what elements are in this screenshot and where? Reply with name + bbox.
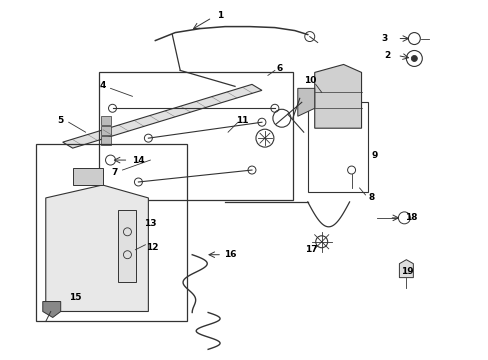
Bar — [99, 72, 292, 200]
Bar — [36, 144, 187, 321]
Text: 13: 13 — [144, 219, 156, 228]
Bar — [307, 102, 367, 192]
Text: 12: 12 — [146, 243, 158, 252]
Bar — [118, 210, 136, 282]
Text: 19: 19 — [400, 267, 413, 276]
Circle shape — [410, 55, 416, 62]
Polygon shape — [314, 64, 361, 128]
Polygon shape — [73, 168, 102, 185]
Text: 6: 6 — [276, 64, 283, 73]
Polygon shape — [297, 88, 314, 116]
Polygon shape — [399, 260, 412, 278]
Text: 9: 9 — [370, 150, 377, 159]
Text: 8: 8 — [367, 193, 374, 202]
Polygon shape — [62, 84, 262, 148]
Text: 17: 17 — [305, 245, 317, 254]
Bar — [101, 136, 110, 145]
Polygon shape — [46, 185, 148, 311]
Text: 4: 4 — [99, 81, 105, 90]
Text: 10: 10 — [303, 76, 315, 85]
Text: 14: 14 — [132, 156, 144, 165]
Text: 16: 16 — [224, 250, 236, 259]
Bar — [101, 116, 110, 125]
Text: 7: 7 — [111, 167, 118, 176]
Text: 5: 5 — [58, 116, 64, 125]
Bar — [101, 126, 110, 135]
Text: 18: 18 — [404, 213, 417, 222]
Text: 1: 1 — [217, 11, 223, 20]
Text: 3: 3 — [381, 34, 387, 43]
Polygon shape — [42, 302, 61, 318]
Text: 11: 11 — [235, 116, 248, 125]
Text: 2: 2 — [384, 51, 390, 60]
Text: 15: 15 — [69, 293, 81, 302]
